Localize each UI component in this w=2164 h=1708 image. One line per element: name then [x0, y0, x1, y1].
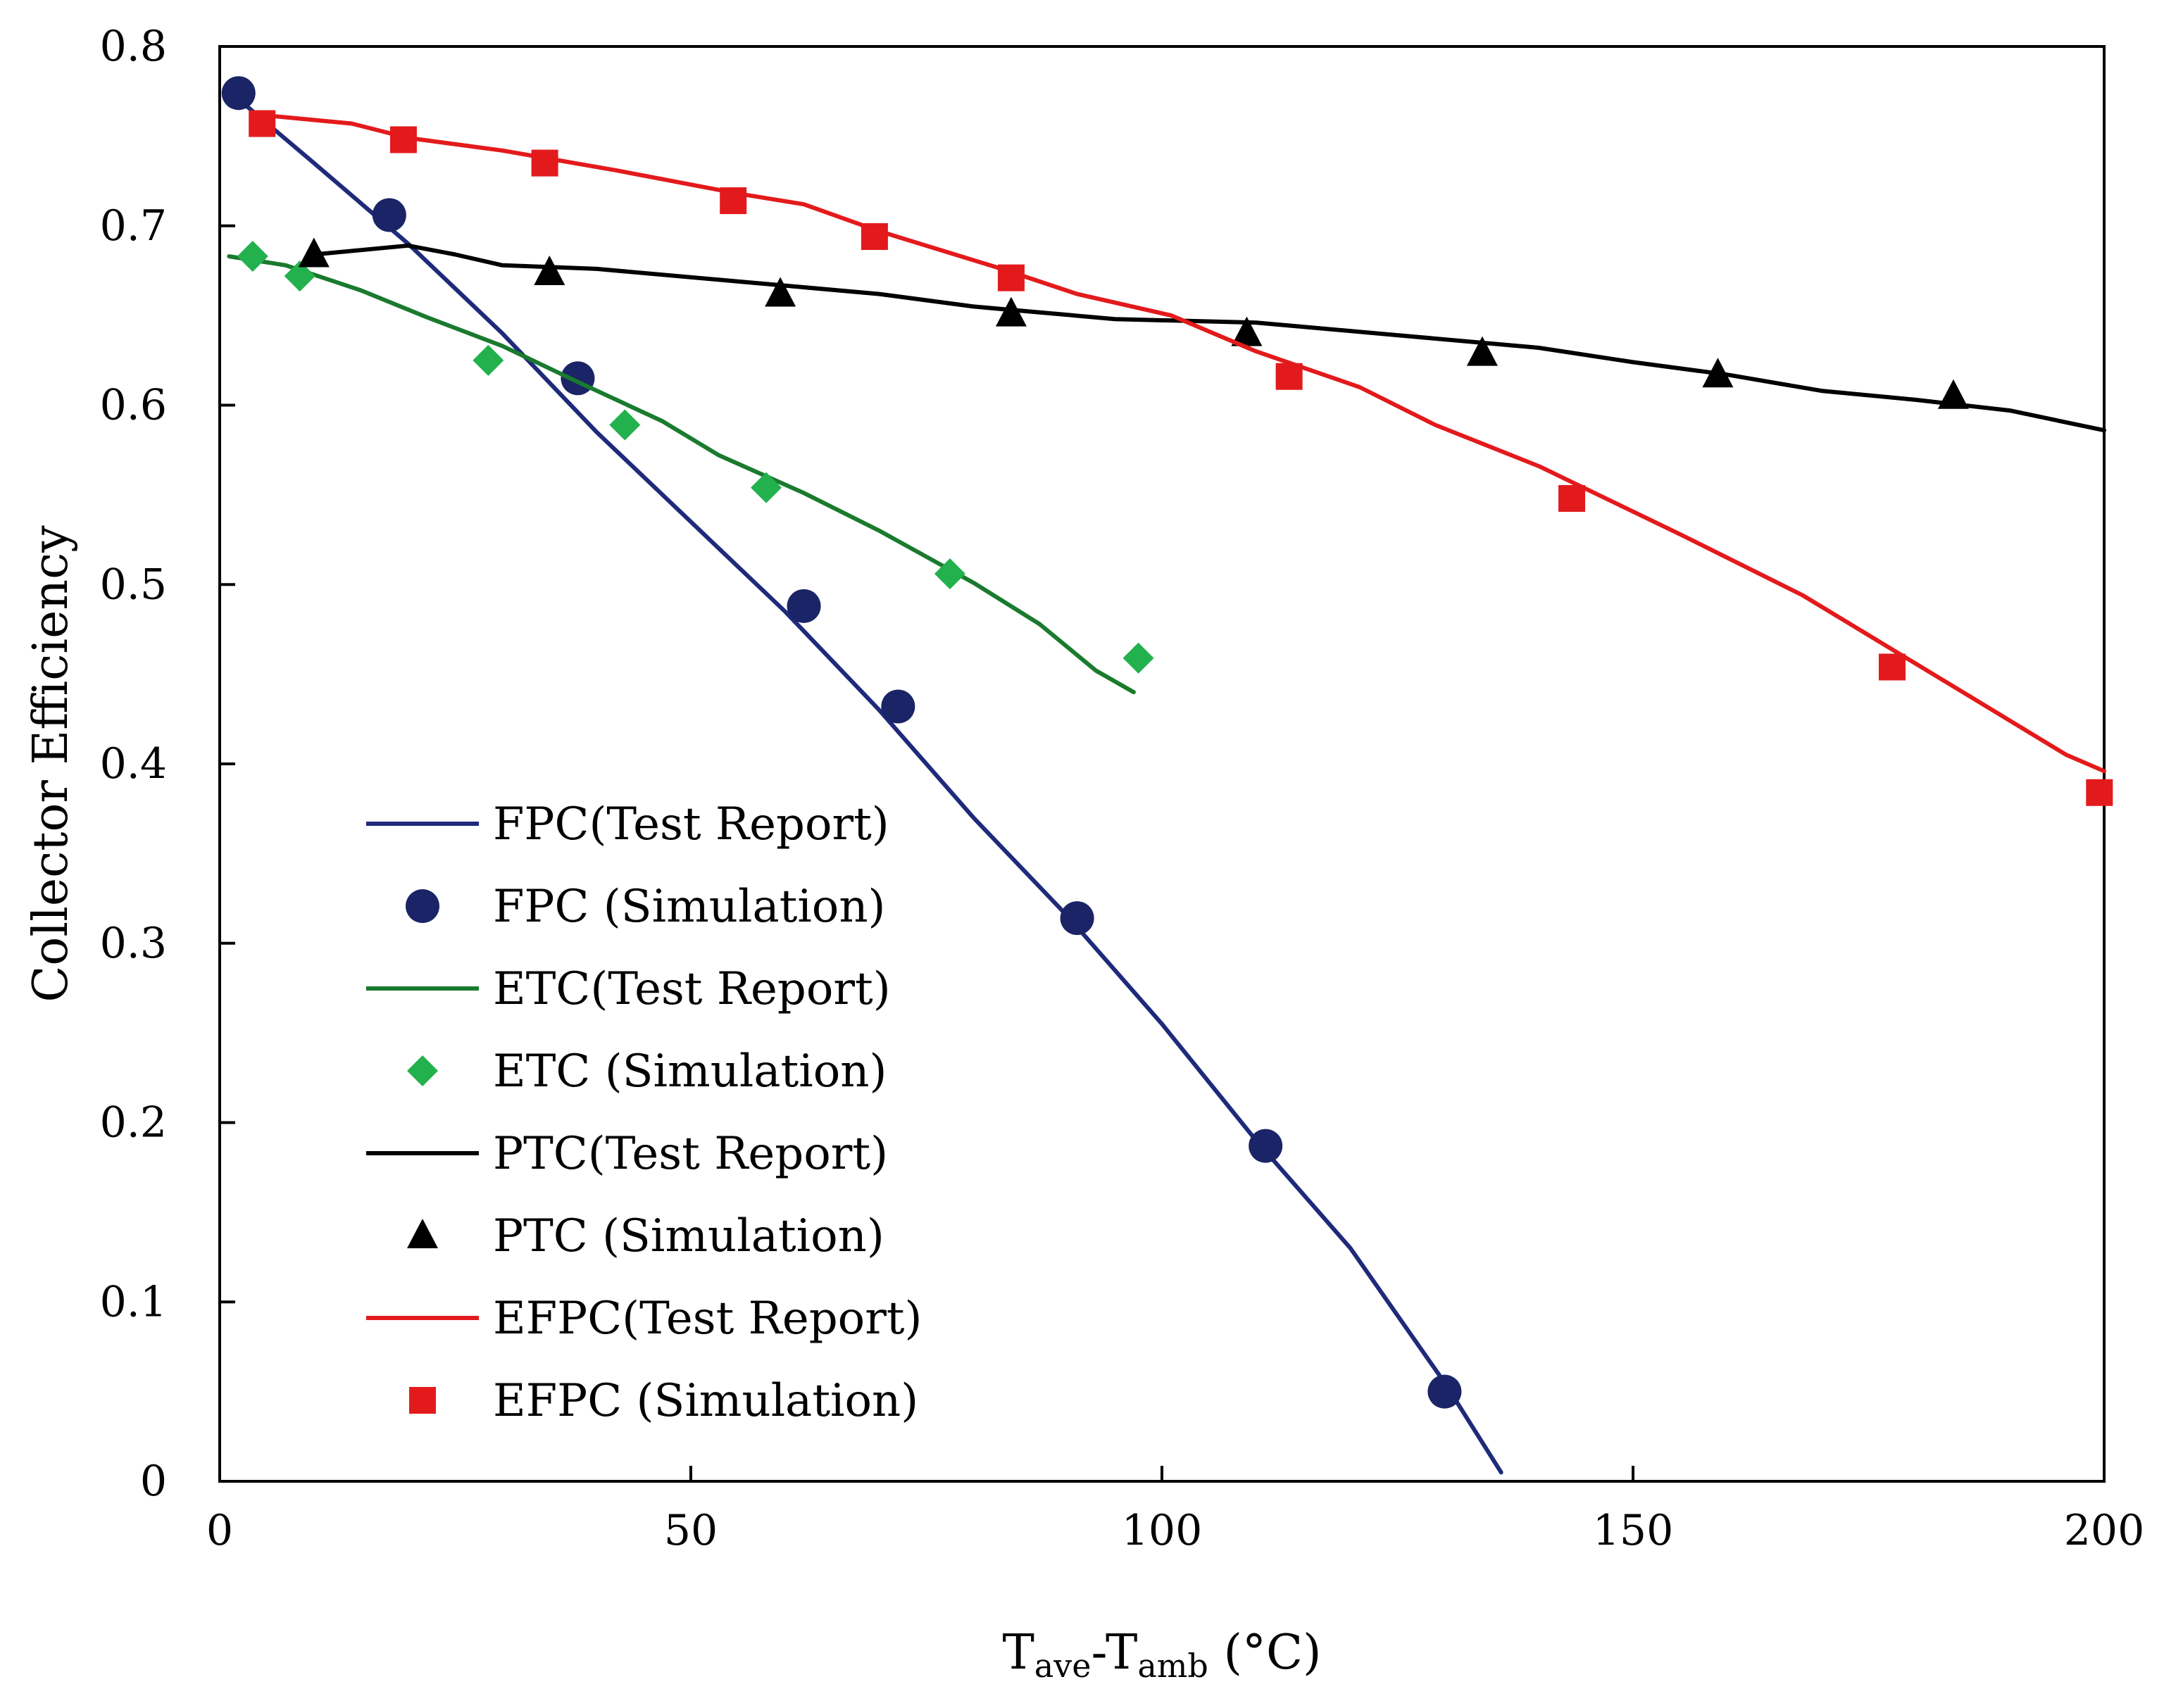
x-tick-label: 200	[2064, 1506, 2145, 1555]
axis-ticks: 0 50 100 150 200 0 0.1 0.2 0.3 0.4 0.5 0.6 0.7 0.8	[100, 22, 2145, 1555]
y-tick-label: 0.8	[100, 22, 167, 71]
efpc-simulation-point	[1558, 484, 1586, 512]
legend: FPC(Test Report) FPC (Simulation) ETC(Test…	[366, 798, 922, 1427]
x-tick-label: 150	[1593, 1506, 1674, 1555]
legend-swatch-efpc-simulation	[409, 1387, 436, 1414]
x-axis-title: Tave-Tamb (°C)	[1002, 1625, 1321, 1685]
fpc-simulation-point	[1427, 1374, 1462, 1409]
ptc-simulation-point	[765, 277, 796, 307]
legend-label-etc-simulation: ETC (Simulation)	[493, 1045, 887, 1098]
x-axis-title-sub2: amb	[1137, 1647, 1208, 1685]
efpc-simulation-point	[1275, 363, 1303, 390]
fpc-simulation-point	[881, 689, 915, 724]
y-tick-label: 0	[140, 1457, 167, 1506]
y-axis-title: Collector Efficiency	[23, 525, 79, 1003]
efpc-simulation-point	[997, 264, 1025, 291]
efpc-simulation-point	[2086, 779, 2113, 806]
x-axis-title-main: T	[1002, 1625, 1034, 1681]
etc-simulation-point	[237, 241, 268, 272]
fpc-simulation-point	[1060, 901, 1094, 936]
ptc-simulation-point	[1466, 336, 1498, 366]
y-tick-label: 0.6	[100, 381, 167, 430]
x-tick-label: 50	[664, 1506, 718, 1555]
x-axis-title-sub1: ave	[1034, 1647, 1092, 1685]
ptc-test-report-line	[311, 243, 2106, 433]
fpc-simulation-point	[1249, 1129, 1283, 1163]
x-tick-label: 0	[206, 1506, 233, 1555]
legend-label-efpc-test-report: EFPC(Test Report)	[493, 1293, 922, 1345]
fpc-simulation-point	[221, 76, 256, 111]
legend-label-ptc-test-report: PTC(Test Report)	[493, 1128, 888, 1180]
legend-swatch-fpc-simulation	[406, 889, 439, 923]
legend-swatch-etc-simulation	[407, 1055, 438, 1086]
y-tick-label: 0.1	[100, 1277, 167, 1326]
fpc-simulation-point	[372, 198, 406, 232]
y-tick-label: 0.5	[100, 560, 167, 609]
efpc-simulation-point	[249, 110, 276, 137]
fpc-test-report-line	[227, 89, 1503, 1475]
legend-label-etc-test-report: ETC(Test Report)	[493, 963, 891, 1015]
efpc-simulation-point	[720, 187, 747, 215]
x-axis-title-unit: (°C)	[1208, 1625, 1322, 1681]
y-tick-label: 0.3	[100, 919, 167, 968]
efpc-simulation-point	[1878, 653, 1906, 681]
efpc-simulation-point	[531, 149, 558, 177]
efpc-test-report-line	[255, 112, 2106, 774]
plot-series	[221, 76, 2113, 1475]
etc-simulation-point	[934, 558, 965, 589]
etc-test-report-line	[227, 254, 1136, 695]
legend-swatch-ptc-simulation	[407, 1219, 438, 1248]
y-tick-label: 0.4	[100, 739, 167, 789]
legend-label-fpc-test-report: FPC(Test Report)	[493, 798, 889, 850]
legend-label-efpc-simulation: EFPC (Simulation)	[493, 1375, 918, 1427]
ptc-simulation-point	[534, 255, 565, 285]
etc-simulation-point	[284, 260, 315, 292]
y-tick-label: 0.7	[100, 201, 167, 251]
etc-simulation-point	[473, 344, 504, 376]
legend-label-fpc-simulation: FPC (Simulation)	[493, 881, 886, 933]
x-axis-title-mid: -T	[1091, 1625, 1137, 1681]
etc-simulation-point	[1122, 642, 1154, 674]
ptc-simulation-point	[1231, 316, 1263, 346]
efpc-simulation-point	[389, 126, 417, 153]
efpc-simulation-point	[861, 223, 888, 251]
fpc-simulation-point	[787, 589, 821, 623]
y-tick-label: 0.2	[100, 1098, 167, 1148]
legend-label-ptc-simulation: PTC (Simulation)	[493, 1210, 884, 1262]
plot-frame	[218, 45, 2106, 1483]
etc-simulation-point	[609, 409, 641, 441]
ptc-simulation-point	[1937, 379, 1969, 409]
ptc-simulation-point	[995, 296, 1027, 327]
ptc-simulation-point	[298, 237, 330, 268]
x-tick-label: 100	[1122, 1506, 1203, 1555]
ptc-simulation-point	[1702, 358, 1734, 388]
etc-simulation-point	[751, 472, 782, 503]
